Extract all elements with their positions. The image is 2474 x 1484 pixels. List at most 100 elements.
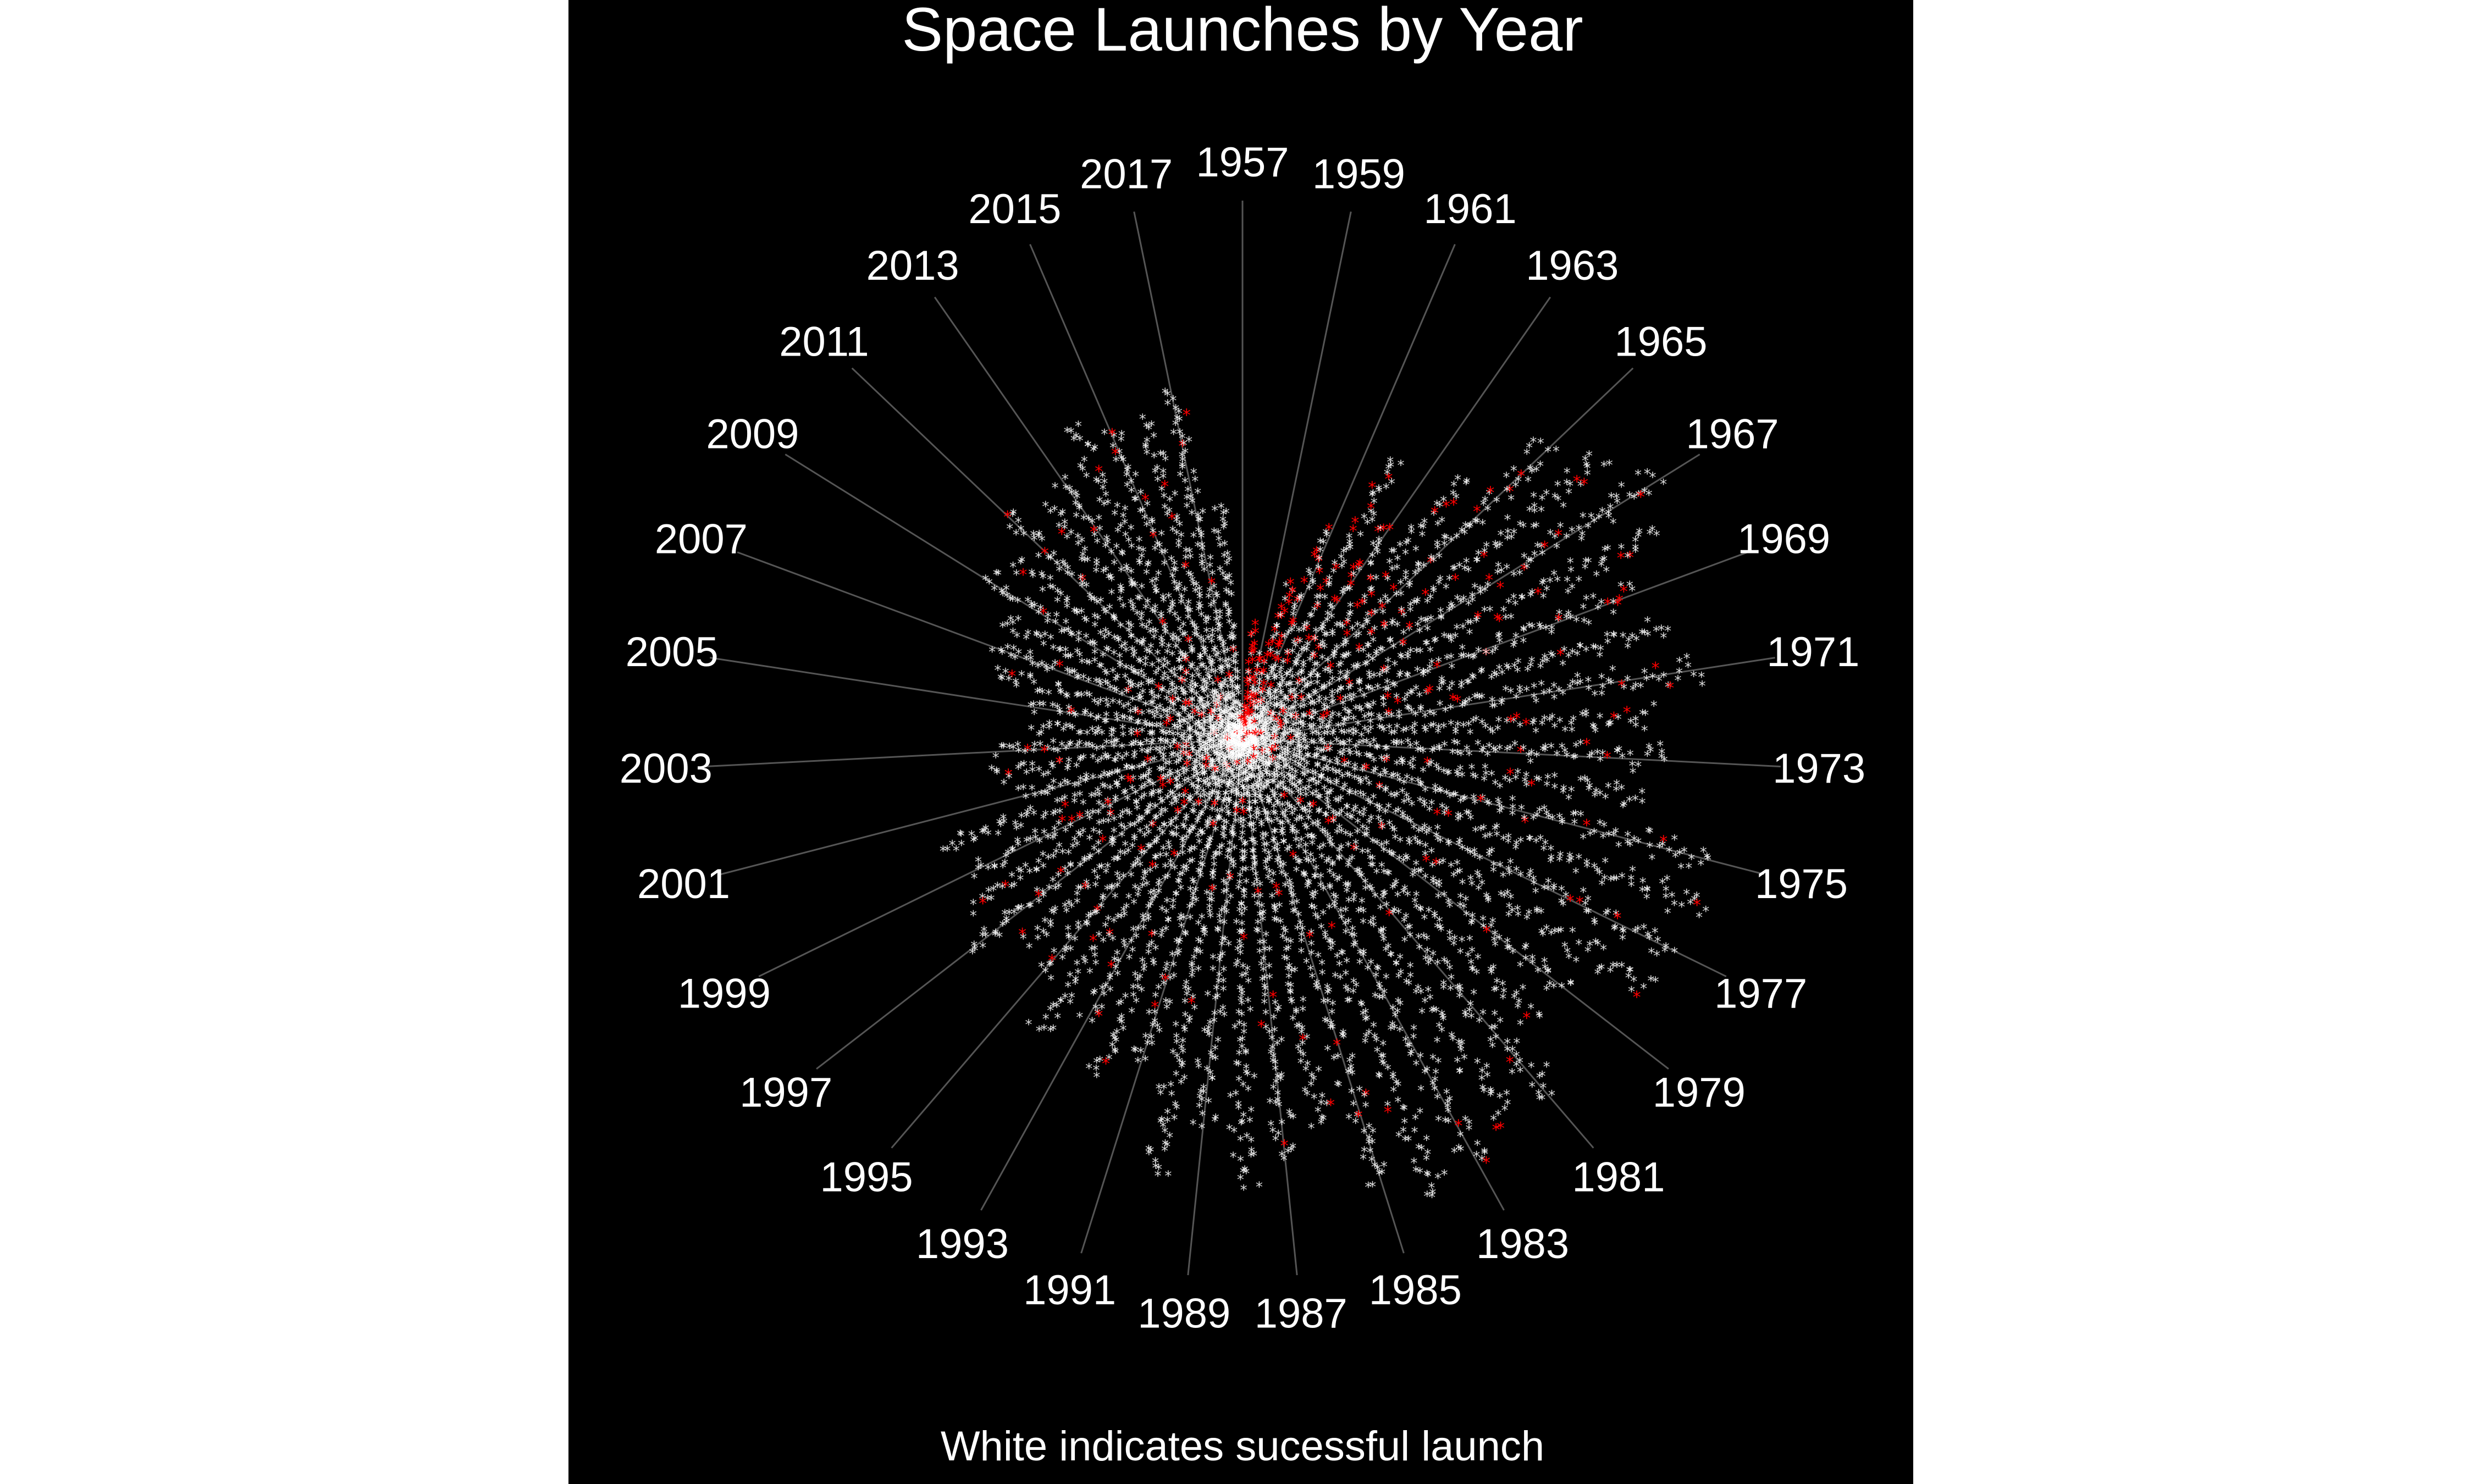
failed-launch-point: * — [1250, 690, 1258, 710]
year-spoke — [1241, 243, 1456, 740]
successful-launch-point: * — [1085, 881, 1092, 898]
successful-launch-point: * — [1641, 723, 1648, 740]
successful-launch-point: * — [1387, 454, 1394, 470]
successful-launch-point: * — [1309, 575, 1316, 591]
successful-launch-point: * — [1089, 1015, 1096, 1031]
successful-launch-point: * — [1088, 790, 1095, 806]
failed-launch-point: * — [1322, 574, 1330, 594]
failed-launch-point: * — [1243, 708, 1251, 727]
failed-launch-point: * — [1313, 599, 1322, 618]
successful-launch-point: * — [1317, 590, 1324, 607]
failed-launch-point: * — [1256, 652, 1264, 671]
successful-launch-point: * — [1446, 899, 1454, 916]
failed-launch-point: * — [1555, 611, 1563, 630]
successful-launch-point: * — [1235, 1058, 1242, 1075]
successful-launch-point: * — [1027, 899, 1034, 916]
successful-launch-point: * — [1418, 529, 1426, 545]
successful-launch-point: * — [1271, 672, 1278, 689]
successful-launch-point: * — [1330, 565, 1337, 582]
successful-launch-point: * — [1121, 848, 1128, 864]
successful-launch-point: * — [1333, 619, 1340, 635]
successful-launch-point: * — [1018, 554, 1025, 571]
successful-launch-point: * — [1356, 956, 1363, 973]
successful-launch-point: * — [1297, 590, 1305, 606]
successful-launch-point: * — [1242, 719, 1249, 735]
successful-launch-point: * — [1440, 494, 1447, 510]
successful-launch-point: * — [1322, 629, 1329, 645]
failed-launch-point: * — [1095, 1007, 1103, 1026]
successful-launch-point: * — [1408, 526, 1415, 542]
successful-launch-point: * — [1271, 669, 1278, 686]
failed-launch-point: * — [1241, 706, 1250, 725]
successful-launch-point: * — [1533, 519, 1540, 536]
failed-launch-point: * — [1246, 697, 1255, 716]
successful-launch-point: * — [1558, 924, 1565, 941]
successful-launch-point: * — [1487, 1088, 1494, 1105]
failed-launch-point: * — [1245, 707, 1253, 727]
failed-launch-point: * — [1260, 676, 1268, 695]
successful-launch-point: * — [1240, 725, 1247, 741]
successful-launch-point: * — [1331, 557, 1338, 574]
successful-launch-point: * — [1397, 667, 1404, 684]
successful-launch-point: * — [1427, 612, 1434, 629]
successful-launch-point: * — [1498, 802, 1505, 819]
successful-launch-point: * — [1241, 728, 1248, 745]
successful-launch-point: * — [1438, 673, 1445, 690]
successful-launch-point: * — [1644, 628, 1652, 645]
successful-launch-point: * — [1412, 1057, 1420, 1074]
successful-launch-point: * — [1636, 525, 1643, 542]
failed-launch-point: * — [1244, 678, 1252, 697]
successful-launch-point: * — [1025, 1017, 1032, 1033]
successful-launch-point: * — [1532, 885, 1539, 902]
successful-launch-point: * — [1369, 538, 1377, 555]
failed-launch-point: * — [1405, 618, 1413, 638]
successful-launch-point: * — [1256, 648, 1263, 665]
successful-launch-point: * — [1551, 781, 1558, 798]
successful-launch-point: * — [1702, 904, 1709, 920]
failed-launch-point: * — [1332, 560, 1340, 579]
successful-launch-point: * — [1118, 910, 1125, 927]
successful-launch-point: * — [1346, 530, 1353, 547]
successful-launch-point: * — [1317, 640, 1324, 656]
successful-launch-point: * — [1308, 1121, 1315, 1137]
successful-launch-point: * — [1528, 654, 1536, 671]
successful-launch-point: * — [1357, 684, 1364, 701]
successful-launch-point: * — [1379, 722, 1386, 738]
successful-launch-point: * — [1051, 829, 1058, 845]
successful-launch-point: * — [1268, 667, 1275, 683]
successful-launch-point: * — [1346, 583, 1354, 599]
year-spoke — [1242, 453, 1700, 740]
failed-launch-point: * — [1603, 749, 1611, 768]
successful-launch-point: * — [1034, 932, 1041, 949]
successful-launch-point: * — [1405, 702, 1412, 719]
successful-launch-point: * — [1671, 898, 1678, 914]
failed-launch-point: * — [1316, 564, 1324, 583]
successful-launch-point: * — [1317, 535, 1324, 552]
successful-launch-point: * — [1538, 906, 1545, 922]
successful-launch-point: * — [1264, 673, 1272, 689]
successful-launch-point: * — [1047, 1023, 1054, 1040]
successful-launch-point: * — [1245, 1083, 1252, 1100]
successful-launch-point: * — [1284, 646, 1291, 662]
successful-launch-point: * — [1704, 852, 1711, 869]
successful-launch-point: * — [1423, 1153, 1430, 1169]
successful-launch-point: * — [1319, 619, 1327, 635]
successful-launch-point: * — [1534, 965, 1542, 981]
successful-launch-point: * — [1370, 919, 1377, 935]
successful-launch-point: * — [1021, 746, 1029, 762]
successful-launch-point: * — [1280, 656, 1287, 673]
successful-launch-point: * — [1618, 479, 1625, 496]
year-spoke — [816, 738, 1243, 1070]
successful-launch-point: * — [1230, 1150, 1237, 1166]
successful-launch-point: * — [1071, 795, 1078, 811]
successful-launch-point: * — [1434, 541, 1441, 557]
successful-launch-point: * — [1020, 931, 1027, 948]
successful-launch-point: * — [1264, 701, 1272, 718]
successful-launch-point: * — [1340, 1030, 1347, 1046]
successful-launch-point: * — [1289, 671, 1296, 687]
successful-launch-point: * — [1444, 767, 1451, 784]
successful-launch-point: * — [1618, 960, 1625, 976]
successful-launch-point: * — [1591, 688, 1598, 705]
successful-launch-point: * — [1344, 614, 1351, 630]
successful-launch-point: * — [1100, 934, 1107, 951]
